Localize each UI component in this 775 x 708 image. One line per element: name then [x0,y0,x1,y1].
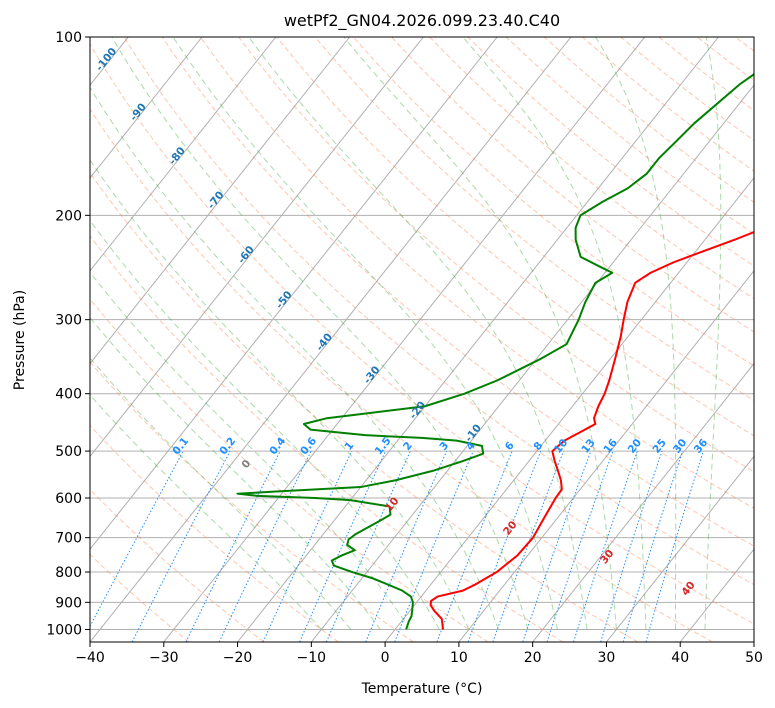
y-tick-label: 500 [55,444,82,460]
plot-frame [89,36,755,643]
x-axis-label: Temperature (°C) [361,681,483,697]
chart-title: wetPf2_GN04.2026.099.23.40.C40 [284,11,560,31]
dry-adiabat [276,37,754,437]
moist-adiabat [595,37,677,630]
x-tick-label: −40 [75,650,105,666]
mixing-ratio-line [600,450,663,642]
moist-adiabat [90,159,470,630]
dry-adiabat [161,37,754,547]
moist-adiabat [90,316,381,630]
y-tick-label: 600 [55,491,82,507]
x-tick-label: −10 [297,650,327,666]
moist-adiabat [704,37,722,630]
isotherm-line [384,177,754,642]
y-tick-label: 300 [55,313,82,329]
isotherm-line [90,37,572,642]
dry-adiabat [90,172,639,642]
dry-adiabat [314,37,754,402]
mixing-ratio-line [522,450,592,642]
isotherm-line [237,37,719,642]
dewpoint-line [236,73,754,630]
y-tick-label: 900 [55,595,82,611]
dry-adiabat [90,43,754,625]
moist-adiabat [462,37,647,630]
mixing-ratio-line [325,450,411,642]
mixing-ratio-line [436,450,513,642]
mixing-ratio-line [573,450,638,642]
y-tick-label: 100 [55,30,82,46]
x-tick-label: 50 [745,650,763,666]
y-tick-label: 700 [55,531,82,547]
isotherm-line [753,641,754,642]
mixing-ratio-line [365,450,448,642]
x-tick-label: −30 [149,650,179,666]
moist-adiabat [90,219,440,630]
x-tick-label: 40 [671,650,689,666]
isotherm-line [90,37,351,365]
y-tick-label: 800 [55,565,82,581]
mixing-ratio-line [90,450,184,628]
dry-adiabat [90,488,265,642]
isotherm-line [90,37,424,458]
x-tick-label: 20 [524,650,542,666]
mixing-ratio-line [262,450,353,642]
plot-background [90,37,754,642]
mixing-ratio-line [645,450,704,642]
dry-adiabat [90,108,713,642]
moist-adiabat [172,37,558,630]
y-tick-label: 400 [55,387,82,403]
temperature-line [429,230,754,630]
moist-adiabat [343,37,617,630]
x-tick-label: 30 [598,650,616,666]
moist-adiabat [90,271,411,630]
x-tick-label: 10 [450,650,468,666]
moist-adiabat [111,37,529,630]
x-tick-label: −20 [223,650,253,666]
y-tick-label: 1000 [46,622,82,638]
dry-adiabat [90,235,564,642]
dry-adiabat [90,424,339,642]
dry-adiabat [199,37,754,510]
isotherm-line [310,84,754,642]
isotherm-line [532,362,754,642]
isotherm-line [90,37,203,179]
isotherm-line [90,37,277,272]
mixing-ratio-line [546,450,614,642]
y-axis-label: Pressure (hPa) [12,290,28,390]
dry-adiabat [90,298,489,642]
dry-adiabat [429,37,754,300]
mixing-ratio-line [394,450,474,642]
mixing-ratio-line [131,450,231,642]
isotherm-line [458,269,754,642]
isotherm-line [606,455,754,642]
dry-adiabat [90,553,190,642]
mixing-ratio-line [467,450,542,642]
dry-adiabat [123,37,754,586]
x-tick-label: 0 [381,650,390,666]
moist-adiabat [90,357,352,630]
mixing-ratio-line [218,450,312,642]
isotherm-line [163,37,646,642]
dry-adiabat [90,361,414,642]
y-tick-label: 200 [55,208,82,224]
moist-adiabat [248,37,588,630]
mixing-ratio-line [622,450,684,642]
mixing-ratio-line [492,450,564,642]
isotherm-line [90,37,498,551]
